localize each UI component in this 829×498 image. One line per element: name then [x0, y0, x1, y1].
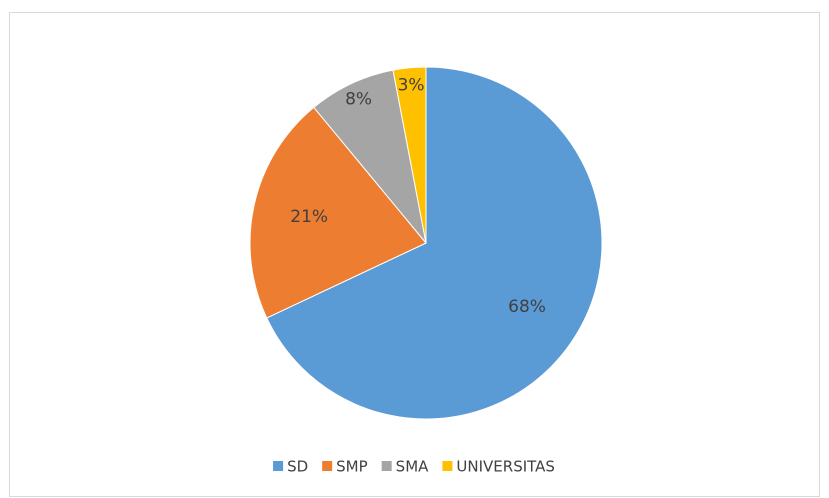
legend-swatch — [273, 461, 284, 471]
legend-label: SMP — [336, 458, 368, 476]
pie-slice — [392, 66, 427, 244]
pie-slice — [266, 66, 603, 420]
legend-swatch — [442, 461, 453, 471]
pie-slice — [313, 69, 427, 244]
legend-swatch — [322, 461, 333, 471]
legend-swatch — [381, 461, 392, 471]
pie-slice — [249, 106, 427, 319]
data-label: 8% — [345, 90, 372, 110]
legend-label: SMA — [396, 458, 429, 476]
data-label: 21% — [290, 207, 328, 227]
legend-label: SD — [287, 458, 308, 476]
data-label: 68% — [508, 297, 546, 317]
legend-label: UNIVERSITAS — [456, 458, 555, 476]
data-label: 3% — [398, 75, 425, 95]
